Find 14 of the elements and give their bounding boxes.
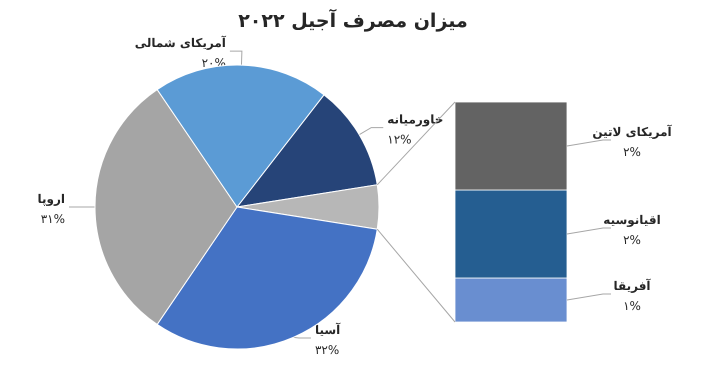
data-label: ۳۱% — [40, 212, 65, 226]
data-label: ۱% — [623, 299, 641, 313]
chart-title: میزان مصرف آجیل ۲۰۲۲ — [238, 8, 468, 32]
text: آفریقا — [613, 278, 652, 293]
slice-label: اروپا — [38, 192, 65, 206]
data-label: ۲% — [623, 233, 641, 247]
slice-label: خاورمیانه — [387, 112, 444, 127]
data-label: ۳۲% — [314, 343, 340, 357]
data-label: ۱۲% — [387, 132, 412, 147]
text: اقیانوسیه — [603, 213, 661, 227]
slice-label: آسیا — [314, 322, 342, 337]
data-label: ۲% — [623, 145, 641, 159]
slice-label: آمریکای شمالی — [134, 35, 227, 50]
text: آمریکای لاتین — [592, 124, 673, 139]
